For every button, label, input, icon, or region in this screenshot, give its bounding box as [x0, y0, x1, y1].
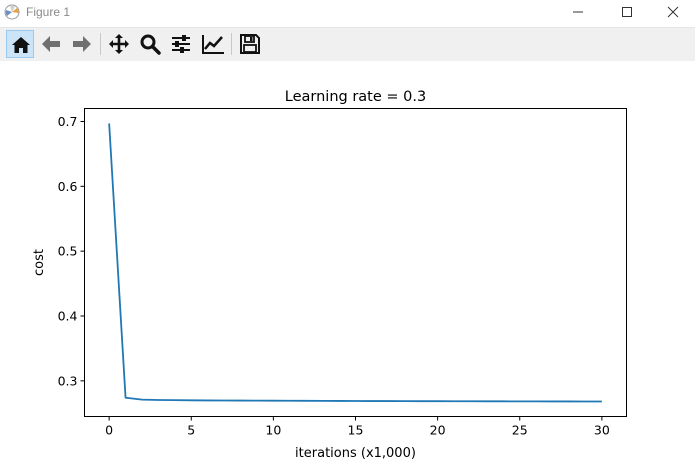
- x-axis-label: iterations (x1,000): [295, 446, 416, 461]
- window-title: Figure 1: [26, 5, 71, 19]
- x-tick-label: 10: [265, 423, 281, 438]
- minimize-button[interactable]: [555, 0, 601, 25]
- line-chart: Learning rate = 0.3 0 5 10 15 20 25 30 0.30.40…: [32, 89, 627, 461]
- pan-icon: [109, 34, 129, 54]
- home-icon: [12, 37, 30, 53]
- forward-icon: [73, 36, 91, 52]
- navigation-toolbar: [0, 27, 695, 62]
- y-tick-label: 0.3: [58, 373, 78, 388]
- x-tick-label: 15: [348, 423, 364, 438]
- configure-subplots-button[interactable]: [167, 30, 195, 58]
- minimize-icon: [573, 11, 583, 13]
- x-axis: 0 5 10 15 20 25 30: [105, 416, 610, 438]
- y-axis-label: cost: [32, 249, 47, 276]
- home-button[interactable]: [6, 30, 34, 58]
- forward-button[interactable]: [68, 30, 96, 58]
- y-tick-label: 0.7: [58, 114, 78, 129]
- close-icon: [667, 6, 679, 18]
- edit-axes-icon: [202, 35, 224, 54]
- toolbar-separator: [231, 33, 232, 55]
- axes-frame: [84, 108, 627, 417]
- x-tick-label: 25: [512, 423, 528, 438]
- back-button[interactable]: [37, 30, 65, 58]
- chart-title: Learning rate = 0.3: [285, 89, 426, 105]
- title-bar: Figure 1: [0, 0, 695, 25]
- zoom-button[interactable]: [136, 30, 164, 58]
- y-tick-label: 0.6: [58, 179, 78, 194]
- cost-series-line: [108, 123, 602, 403]
- toolbar-separator: [100, 33, 101, 55]
- back-icon: [42, 36, 60, 52]
- zoom-icon: [140, 34, 161, 55]
- maximize-icon: [622, 7, 632, 17]
- close-button[interactable]: [650, 0, 695, 25]
- x-tick-label: 20: [430, 423, 446, 438]
- edit-axes-button[interactable]: [198, 30, 226, 58]
- subplots-icon: [172, 35, 190, 53]
- y-tick-label: 0.4: [58, 308, 78, 323]
- figure-canvas[interactable]: Learning rate = 0.3 0 5 10 15 20 25 30 0.3 0.4 0…: [0, 61, 695, 461]
- y-tick-label: 0.5: [58, 244, 78, 259]
- pan-button[interactable]: [105, 30, 133, 58]
- maximize-button[interactable]: [604, 0, 650, 25]
- x-tick-label: 0: [105, 423, 113, 438]
- y-axis: 0.3 0.4 0.5 0.6 0.7: [58, 114, 85, 388]
- save-icon: [240, 34, 260, 54]
- x-tick-label: 5: [187, 423, 195, 438]
- x-tick-label: 30: [594, 423, 610, 438]
- matplotlib-logo-icon: [4, 4, 20, 20]
- save-button[interactable]: [236, 30, 264, 58]
